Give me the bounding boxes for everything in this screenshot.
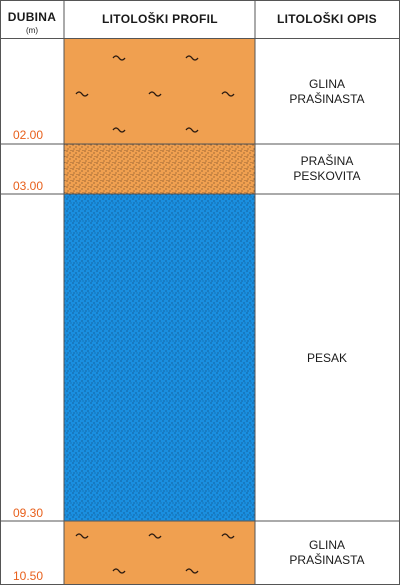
wave-symbol [75, 91, 89, 97]
wave-symbol [185, 55, 199, 61]
depth-labels: 02.00 03.00 09.30 10.50 [13, 128, 43, 583]
layer-description-line: PRAŠINASTA [289, 91, 364, 106]
wave-symbol [148, 91, 162, 97]
profile-column [64, 39, 255, 585]
depth-column-title: DUBINA [8, 10, 56, 24]
wave-symbol [112, 127, 126, 133]
profile-column-title: LITOLOŠKI PROFIL [102, 11, 218, 26]
layer-description-line: GLINA [309, 77, 345, 91]
clay-wave-symbols [75, 55, 235, 574]
layer-description-line: PRAŠINA [301, 153, 354, 168]
depth-label: 03.00 [13, 179, 43, 193]
depth-label: 02.00 [13, 128, 43, 142]
depth-label: 10.50 [13, 569, 43, 583]
layer-fill-clay [64, 39, 255, 144]
wave-symbol [185, 127, 199, 133]
layer-fill-silt [64, 144, 255, 194]
layer-fill-sand [64, 194, 255, 521]
layer-description-line: PESKOVITA [293, 169, 360, 183]
wave-symbol [185, 568, 199, 574]
table-header: DUBINA (m) LITOLOŠKI PROFIL LITOLOŠKI OP… [0, 0, 400, 39]
wave-symbol [148, 533, 162, 539]
layer-fill-clay-bottom [64, 521, 255, 585]
depth-label: 09.30 [13, 506, 43, 520]
layer-description-line: GLINA [309, 538, 345, 552]
wave-symbol [112, 55, 126, 61]
layer-description-line: PESAK [307, 351, 347, 365]
description-column-title: LITOLOŠKI OPIS [277, 11, 377, 26]
depth-unit: (m) [26, 26, 38, 35]
wave-symbol [75, 533, 89, 539]
layer-descriptions: GLINA PRAŠINASTA PRAŠINA PESKOVITA PESAK… [289, 77, 364, 567]
wave-symbol [221, 91, 235, 97]
layer-description-line: PRAŠINASTA [289, 552, 364, 567]
wave-symbol [221, 533, 235, 539]
wave-symbol [112, 568, 126, 574]
